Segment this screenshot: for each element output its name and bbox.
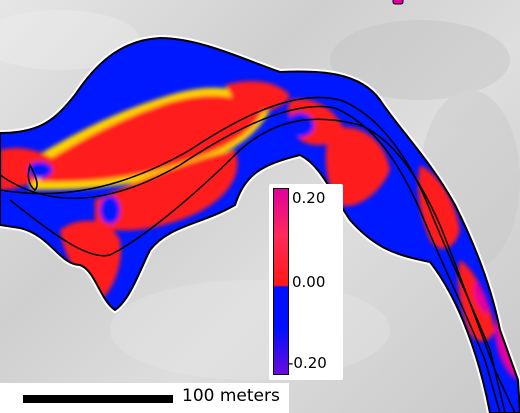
bar-outline bbox=[27, 162, 38, 191]
colorbar-legend: 0.20 0.00 -0.20 bbox=[269, 184, 343, 380]
centerline-3 bbox=[9, 118, 516, 413]
centerline-1 bbox=[0, 96, 506, 413]
reach-outline bbox=[0, 36, 520, 413]
centerline-2 bbox=[0, 105, 501, 413]
colorbar-gradient bbox=[273, 188, 289, 375]
colorbar-tick-max: 0.20 bbox=[292, 189, 326, 207]
scale-bar-line bbox=[23, 395, 173, 403]
colorbar-tick-min: -0.20 bbox=[288, 354, 327, 372]
scale-bar: 100 meters bbox=[0, 383, 289, 413]
marker-top bbox=[392, 0, 404, 5]
scale-bar-label: 100 meters bbox=[182, 386, 280, 406]
colorbar-tick-zero: 0.00 bbox=[292, 273, 326, 291]
